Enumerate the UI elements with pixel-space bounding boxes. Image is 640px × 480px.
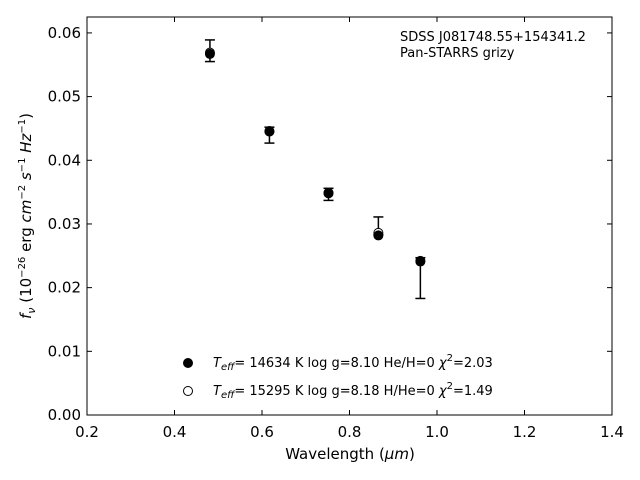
x-axis-label: Wavelength (μm): [285, 445, 415, 463]
y-axis-label: fν (10−26 erg cm−2 s−1 Hz−1): [17, 113, 38, 319]
model-point-filled: [264, 126, 275, 137]
model-point-filled: [204, 48, 215, 59]
x-tick-label: 0.6: [250, 423, 274, 441]
y-tick-label: 0.03: [48, 215, 81, 233]
axis-ticks: 0.2 0.4 0.6 0.8 1.0 1.2 1.4 0.00 0.01 0.02 0.03 0.0…: [48, 17, 624, 441]
legend-entry-open: Teff= 15295 K log g=8.18 H/He=0 χ2=1.49: [213, 381, 493, 401]
legend-marker-open: [183, 386, 193, 396]
data-points: [204, 47, 426, 267]
y-tick-label: 0.04: [48, 151, 81, 169]
error-bars: [204, 39, 426, 300]
x-tick-label: 1.0: [425, 423, 449, 441]
model-point-filled: [415, 256, 426, 267]
annotation-survey-name: Pan-STARRS grizy: [400, 46, 515, 61]
annotation-object-name: SDSS J081748.55+154341.2: [400, 30, 586, 45]
y-tick-label: 0.02: [48, 279, 81, 297]
x-tick-label: 1.4: [600, 423, 624, 441]
x-tick-label: 0.4: [163, 423, 187, 441]
y-tick-label: 0.00: [48, 406, 81, 424]
legend-entry-filled: Teff= 14634 K log g=8.10 He/H=0 χ2=2.03: [213, 353, 493, 373]
model-point-filled: [373, 230, 384, 241]
y-tick-label: 0.05: [48, 88, 81, 106]
x-tick-label: 0.2: [75, 423, 99, 441]
legend: Teff= 14634 K log g=8.10 He/H=0 χ2=2.03 …: [183, 353, 493, 401]
legend-marker-filled: [183, 358, 193, 368]
y-tick-label: 0.06: [48, 24, 81, 42]
y-tick-label: 0.01: [48, 342, 81, 360]
x-tick-label: 1.2: [513, 423, 537, 441]
x-tick-label: 0.8: [338, 423, 362, 441]
model-point-filled: [323, 188, 334, 199]
